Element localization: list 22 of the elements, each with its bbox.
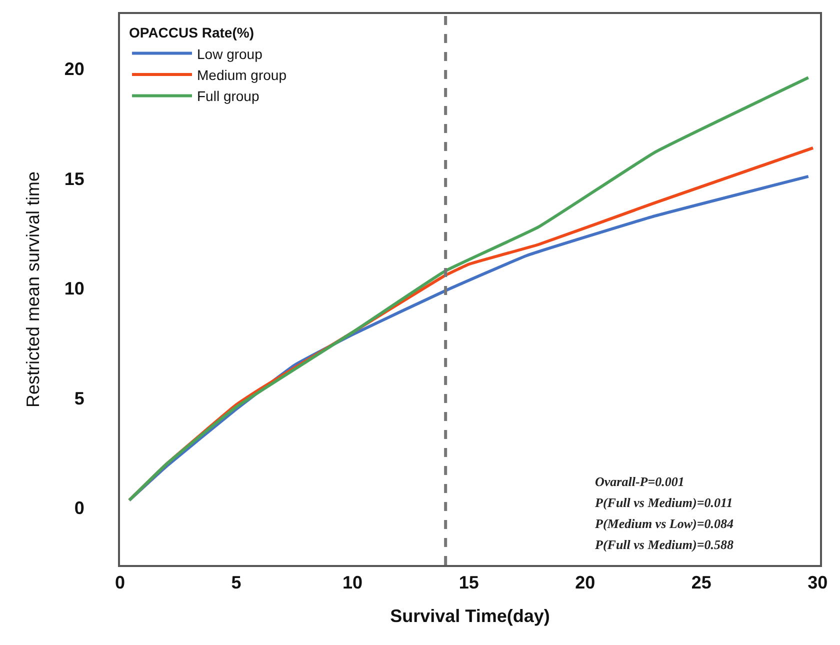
x-axis-title: Survival Time(day) (390, 606, 550, 626)
x-tick-label: 30 (808, 572, 828, 593)
y-axis-title: Restricted mean survival time (23, 171, 44, 408)
x-tick-label: 0 (114, 572, 126, 593)
annotation: P(Medium vs Low)=0.084 (595, 516, 734, 531)
legend-label: Medium group (197, 66, 287, 83)
annotation: P(Full vs Medium)=0.011 (595, 495, 733, 510)
x-tick-label: 25 (691, 572, 712, 593)
y-tick-label: 10 (64, 278, 84, 299)
y-tick-label: 0 (74, 498, 84, 518)
y-tick-label: 15 (64, 168, 84, 189)
x-tick-label: 10 (342, 572, 363, 593)
annotation: P(Full vs Medium)=0.588 (595, 537, 734, 552)
y-tick-label: 20 (64, 59, 84, 80)
legend-label: Full group (197, 88, 260, 104)
legend-label: Low group (197, 46, 263, 62)
legend-title: OPACCUS Rate(%) (129, 24, 254, 41)
y-tick-label: 5 (74, 388, 84, 408)
annotation: Ovarall-P=0.001 (595, 474, 684, 489)
x-tick-label: 20 (575, 572, 596, 593)
x-tick-label: 15 (458, 572, 479, 593)
x-tick-label: 5 (231, 572, 242, 593)
